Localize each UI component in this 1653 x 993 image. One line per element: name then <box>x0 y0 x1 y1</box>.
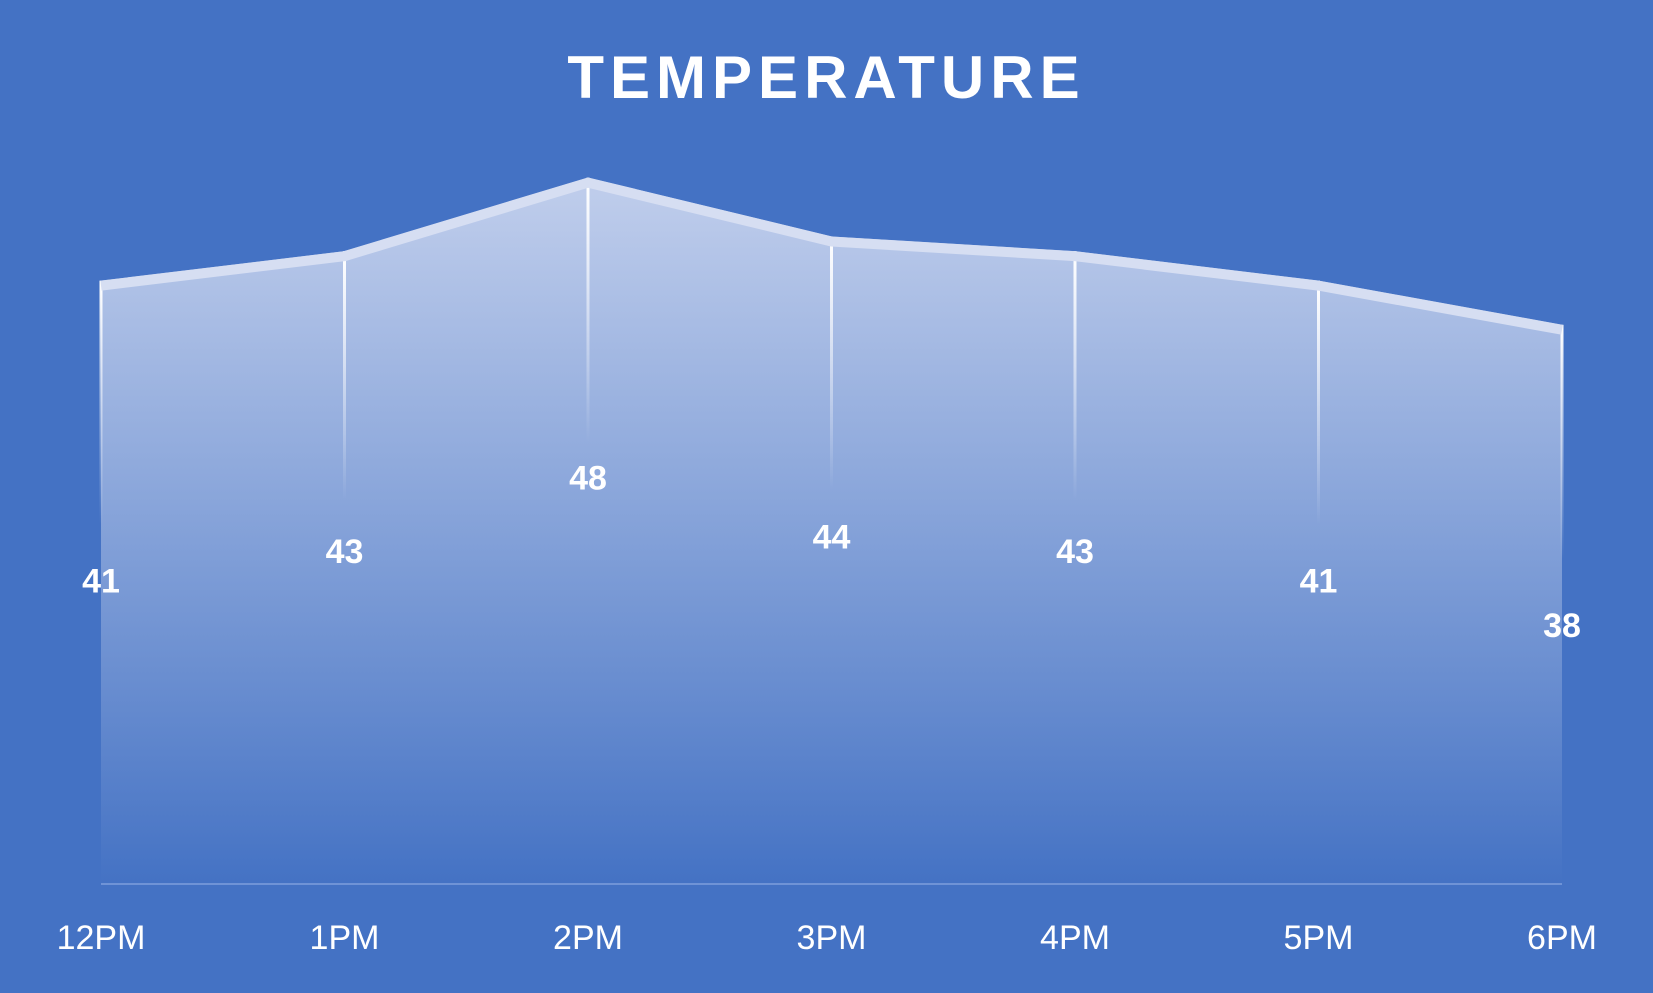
data-label: 43 <box>326 533 364 571</box>
x-tick-label: 2PM <box>553 919 623 957</box>
drop-line-2PM <box>586 177 590 443</box>
data-label: 44 <box>813 518 851 556</box>
drop-line-5PM <box>1317 280 1320 525</box>
drop-line-1PM <box>343 251 346 502</box>
data-label: 41 <box>82 563 120 601</box>
drop-line-6PM <box>1560 324 1564 560</box>
series-line <box>100 177 1563 335</box>
data-label: 41 <box>1300 563 1338 601</box>
drop-line-12PM <box>99 280 103 525</box>
x-tick-label: 4PM <box>1040 919 1110 957</box>
x-tick-label: 5PM <box>1284 919 1354 957</box>
area-series <box>101 177 1562 885</box>
x-tick-label: 6PM <box>1527 919 1597 957</box>
x-tick-label: 3PM <box>797 919 867 957</box>
drop-line-4PM <box>1073 251 1077 502</box>
data-label: 38 <box>1543 607 1581 645</box>
chart-title: TEMPERATURE <box>567 44 1086 111</box>
x-tick-label: 12PM <box>57 919 146 957</box>
x-tick-label: 1PM <box>310 919 380 957</box>
data-label: 48 <box>569 460 607 498</box>
drop-line-3PM <box>830 236 833 490</box>
data-label: 43 <box>1056 533 1094 571</box>
